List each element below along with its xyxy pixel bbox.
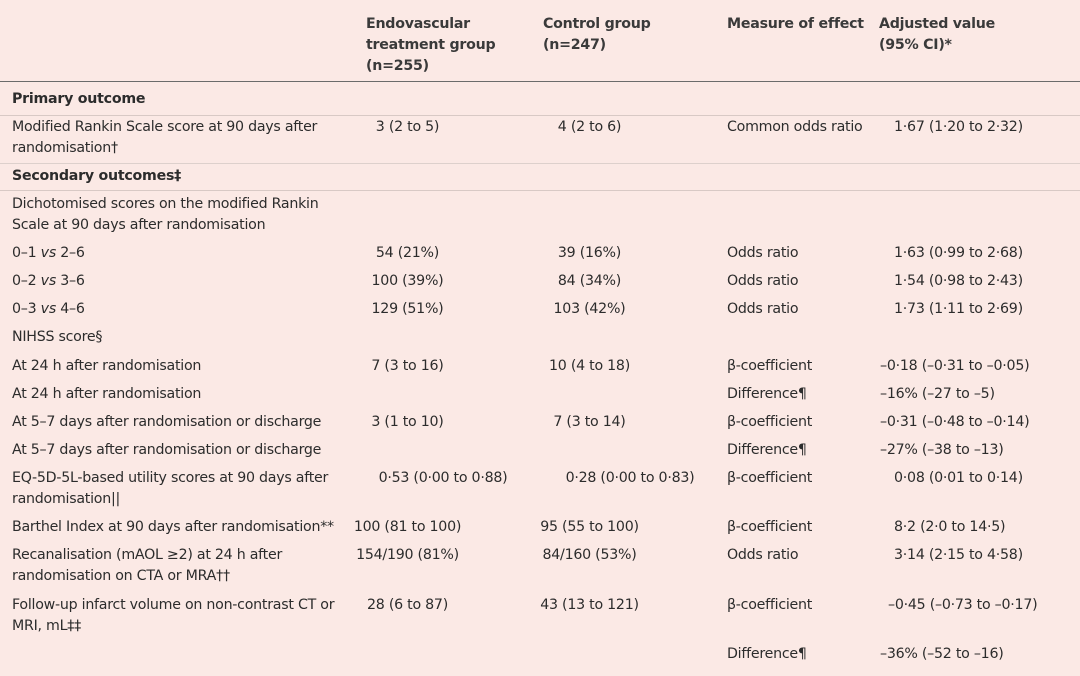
adjusted-value: –0·31 (–0·48 to –0·14)	[880, 414, 1030, 430]
row-label: At 24 h after randomisation	[12, 386, 202, 402]
row-label: 0–3 vs 4–6	[12, 301, 85, 317]
header-measure: Measure of effect	[727, 16, 864, 32]
adjusted-value: 1·54 (0·98 to 2·43)	[894, 273, 1023, 289]
header-adjusted: Adjusted value (95% CI)*	[879, 16, 995, 53]
table-row: 0–2 vs 3–6 100 (39%) 84 (34%) Odds ratio…	[0, 271, 1080, 295]
adjusted-value: 3·14 (2·15 to 4·58)	[894, 547, 1023, 563]
endovascular-value: 100 (81 to 100)	[353, 519, 462, 535]
adjusted-value: –0·45 (–0·73 to –0·17)	[888, 597, 1038, 613]
table-row: At 24 h after randomisation Difference¶ …	[0, 384, 1080, 408]
endovascular-value: 154/190 (81%)	[356, 547, 459, 563]
section-primary-outcome: Primary outcome	[0, 88, 1080, 116]
measure-of-effect: Odds ratio	[727, 547, 799, 563]
measure-of-effect: Odds ratio	[727, 245, 799, 261]
table-row: At 5–7 days after randomisation or disch…	[0, 440, 1080, 464]
control-value: 84 (34%)	[557, 273, 622, 289]
adjusted-value: –36% (–52 to –16)	[880, 646, 1004, 662]
control-value: 95 (55 to 100)	[540, 519, 639, 535]
adjusted-value: –16% (–27 to –5)	[880, 386, 995, 402]
row-label: Modified Rankin Scale score at 90 days a…	[12, 119, 318, 156]
table-header: Endovascular treatment group (n=255) Con…	[0, 0, 1080, 82]
measure-of-effect: Odds ratio	[727, 301, 799, 317]
adjusted-value: 1·73 (1·11 to 2·69)	[894, 301, 1023, 317]
measure-of-effect: Common odds ratio	[727, 119, 863, 135]
control-value: 39 (16%)	[557, 245, 622, 261]
table-row: 0–3 vs 4–6 129 (51%) 103 (42%) Odds rati…	[0, 299, 1080, 323]
header-control: Control group (n=247)	[543, 16, 651, 53]
endovascular-value: 129 (51%)	[371, 301, 444, 317]
measure-of-effect: β-coefficient	[727, 597, 813, 613]
endovascular-value: 0·53 (0·00 to 0·88)	[378, 470, 508, 486]
control-value: 103 (42%)	[553, 301, 626, 317]
control-value: 4 (2 to 6)	[557, 119, 622, 135]
measure-of-effect: β-coefficient	[727, 470, 813, 486]
divider	[0, 163, 1080, 164]
table-row: EQ-5D-5L-based utility scores at 90 days…	[0, 468, 1080, 512]
endovascular-value: 7 (3 to 16)	[371, 358, 444, 374]
row-label: 0–1 vs 2–6	[12, 245, 85, 261]
table-row: 0–1 vs 2–6 54 (21%) 39 (16%) Odds ratio …	[0, 243, 1080, 267]
row-label: Barthel Index at 90 days after randomisa…	[12, 519, 334, 535]
measure-of-effect: β-coefficient	[727, 358, 813, 374]
endovascular-value: 100 (39%)	[371, 273, 444, 289]
row-label: Dichotomised scores on the modified Rank…	[12, 196, 319, 233]
table-row: Modified Rankin Scale score at 90 days a…	[0, 117, 1080, 162]
table-row: At 24 h after randomisation 7 (3 to 16) …	[0, 356, 1080, 380]
control-value: 10 (4 to 18)	[549, 358, 630, 374]
measure-of-effect: Difference¶	[727, 646, 807, 662]
measure-of-effect: Difference¶	[727, 442, 807, 458]
adjusted-value: 1·67 (1·20 to 2·32)	[894, 119, 1023, 135]
section-label: Primary outcome	[12, 91, 146, 107]
table-row: Difference¶ –36% (–52 to –16)	[0, 644, 1080, 668]
control-value: 43 (13 to 121)	[540, 597, 639, 613]
measure-of-effect: Difference¶	[727, 386, 807, 402]
row-label: Follow-up infarct volume on non-contrast…	[12, 597, 335, 634]
measure-of-effect: β-coefficient	[727, 519, 813, 535]
endovascular-value: 3 (1 to 10)	[371, 414, 444, 430]
table-row: Dichotomised scores on the modified Rank…	[0, 194, 1080, 238]
adjusted-value: 1·63 (0·99 to 2·68)	[894, 245, 1023, 261]
table-row: Follow-up infarct volume on non-contrast…	[0, 595, 1080, 639]
control-value: 0·28 (0·00 to 0·83)	[565, 470, 695, 486]
row-label: NIHSS score§	[12, 329, 103, 345]
adjusted-value: –27% (–38 to –13)	[880, 442, 1004, 458]
endovascular-value: 28 (6 to 87)	[367, 597, 448, 613]
section-label: Secondary outcomes‡	[12, 168, 181, 184]
row-label: At 5–7 days after randomisation or disch…	[12, 442, 322, 458]
control-value: 7 (3 to 14)	[553, 414, 626, 430]
adjusted-value: 0·08 (0·01 to 0·14)	[894, 470, 1023, 486]
table-row: At 5–7 days after randomisation or disch…	[0, 412, 1080, 436]
adjusted-value: 8·2 (2·0 to 14·5)	[894, 519, 1006, 535]
measure-of-effect: β-coefficient	[727, 414, 813, 430]
row-label: 0–2 vs 3–6	[12, 273, 85, 289]
measure-of-effect: Odds ratio	[727, 273, 799, 289]
row-label: Recanalisation (mAOL ≥2) at 24 h after r…	[12, 547, 283, 584]
adjusted-value: –0·18 (–0·31 to –0·05)	[880, 358, 1030, 374]
row-label: EQ-5D-5L-based utility scores at 90 days…	[12, 470, 329, 507]
section-secondary-outcomes: Secondary outcomes‡	[0, 166, 1080, 191]
header-endovascular: Endovascular treatment group (n=255)	[366, 16, 496, 74]
endovascular-value: 3 (2 to 5)	[375, 119, 440, 135]
row-label: At 5–7 days after randomisation or disch…	[12, 414, 322, 430]
row-label: At 24 h after randomisation	[12, 358, 202, 374]
table-row: NIHSS score§	[0, 327, 1080, 351]
control-value: 84/160 (53%)	[542, 547, 637, 563]
table-row: Recanalisation (mAOL ≥2) at 24 h after r…	[0, 545, 1080, 589]
table-row: Barthel Index at 90 days after randomisa…	[0, 517, 1080, 541]
endovascular-value: 54 (21%)	[375, 245, 440, 261]
